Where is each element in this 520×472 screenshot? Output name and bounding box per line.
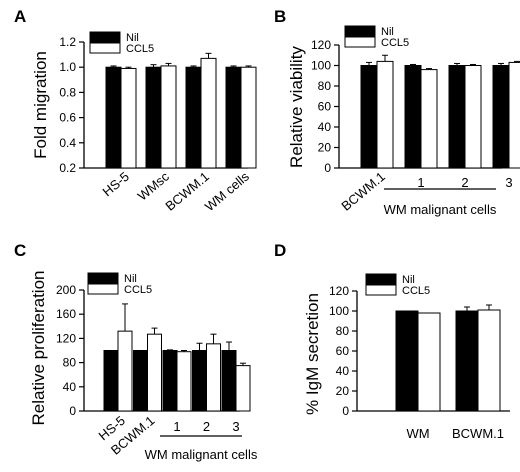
x-tick-label: WM (406, 426, 429, 441)
y-tick-label: 1.2 (59, 35, 76, 49)
y-tick-label: 0 (69, 404, 76, 418)
legend-label-ccl5: CCL5 (402, 285, 430, 297)
legend-swatch-nil (344, 25, 376, 37)
y-tick-label: 80 (336, 324, 350, 338)
bar-nil-wm (395, 310, 419, 412)
x-tick-label: BCWM.1 (338, 169, 387, 214)
y-tick-label: 100 (311, 59, 331, 73)
legend-swatch-nil (365, 273, 397, 285)
bar-ccl5-1 (420, 69, 438, 169)
legend-label-nil: Nil (381, 26, 394, 38)
panel-letter: D (274, 241, 286, 260)
bar-nil-2 (192, 350, 207, 412)
x-tick-label: 3 (505, 175, 512, 190)
bar-nil-wmsc (145, 66, 162, 169)
group-label: WM malignant cells (145, 447, 258, 462)
y-tick-label: 0 (324, 161, 331, 175)
legend-swatch-ccl5 (365, 284, 397, 296)
y-tick-label: 80 (63, 356, 77, 370)
group-label: WM malignant cells (384, 202, 497, 217)
y-tick-label: 0.4 (59, 136, 76, 150)
bar-nil-3 (221, 350, 237, 412)
bar-nil-2 (448, 65, 466, 169)
y-tick-label: 1.0 (59, 60, 76, 74)
legend-label-ccl5: CCL5 (126, 43, 154, 55)
y-tick-label: 40 (318, 120, 332, 134)
y-tick-label: 0.6 (59, 111, 76, 125)
y-tick-label: 40 (63, 380, 77, 394)
panel-letter: B (274, 7, 286, 26)
legend-swatch-ccl5 (89, 42, 121, 54)
bar-nil-bcwm-1 (455, 310, 479, 412)
bar-ccl5-3 (235, 365, 251, 412)
bar-nil-hs-5 (103, 350, 119, 412)
legend-swatch-ccl5 (87, 283, 119, 295)
x-tick-label: 2 (203, 419, 210, 434)
bar-ccl5-2 (206, 343, 221, 412)
bar-nil-bcwm-1 (360, 65, 378, 169)
x-tick-label: 1 (417, 175, 424, 190)
bar-ccl5-wmsc (160, 65, 177, 169)
y-axis-title: % IgM secretion (303, 293, 322, 415)
y-tick-label: 60 (318, 100, 332, 114)
y-tick-label: 120 (311, 38, 331, 52)
bar-nil-hs-5 (105, 66, 122, 169)
y-tick-label: 20 (336, 384, 350, 398)
y-tick-label: 120 (329, 284, 349, 298)
bar-ccl5-3 (508, 61, 520, 169)
bar-nil-bcwm-1 (133, 350, 148, 412)
x-tick-label: 1 (173, 419, 180, 434)
bar-ccl5-hs-5 (120, 67, 137, 169)
legend-label-ccl5: CCL5 (381, 37, 409, 49)
panel-letter: A (14, 7, 26, 26)
y-tick-label: 160 (56, 307, 76, 321)
y-tick-label: 0.8 (59, 85, 76, 99)
x-tick-label: 2 (461, 175, 468, 190)
bar-ccl5-bcwm-1 (477, 309, 501, 412)
legend-label-nil: Nil (402, 274, 415, 286)
x-tick-label: WM cells (202, 168, 252, 214)
y-tick-label: 80 (318, 79, 332, 93)
y-tick-label: 20 (318, 141, 332, 155)
bar-ccl5-1 (176, 351, 192, 412)
legend-label-nil: Nil (124, 273, 137, 285)
bar-ccl5-bcwm-1 (200, 57, 217, 169)
y-tick-label: 200 (56, 283, 76, 297)
panel-letter: C (14, 241, 26, 260)
y-tick-label: 40 (336, 364, 350, 378)
x-tick-label: 3 (232, 419, 239, 434)
y-tick-label: 120 (56, 331, 76, 345)
bar-nil-wm-cells (225, 66, 242, 169)
bar-ccl5-2 (464, 65, 482, 169)
legend-swatch-ccl5 (344, 36, 376, 48)
legend-label-nil: Nil (126, 32, 139, 44)
bar-ccl5-bcwm-1 (147, 333, 162, 412)
bar-nil-1 (404, 65, 422, 169)
x-tick-label: BCWM.1 (452, 426, 504, 441)
legend-swatch-nil (89, 31, 121, 43)
bar-ccl5-bcwm-1 (376, 60, 394, 169)
bar-nil-1 (162, 350, 178, 412)
y-tick-label: 60 (336, 344, 350, 358)
y-axis-title: Relative viability (287, 46, 306, 168)
y-axis-title: Fold migration (31, 51, 50, 159)
y-tick-label: 0 (342, 404, 349, 418)
legend-label-ccl5: CCL5 (124, 284, 152, 296)
bar-ccl5-wm-cells (240, 66, 257, 169)
legend-swatch-nil (87, 272, 119, 284)
bar-ccl5-hs-5 (117, 330, 133, 412)
bar-ccl5-wm (417, 312, 441, 412)
y-tick-label: 100 (329, 304, 349, 318)
x-tick-label: HS-5 (100, 169, 132, 200)
bar-nil-bcwm-1 (185, 66, 202, 169)
y-axis-title: Relative proliferation (29, 271, 48, 426)
bar-nil-3 (492, 65, 510, 169)
y-tick-label: 0.2 (59, 161, 76, 175)
